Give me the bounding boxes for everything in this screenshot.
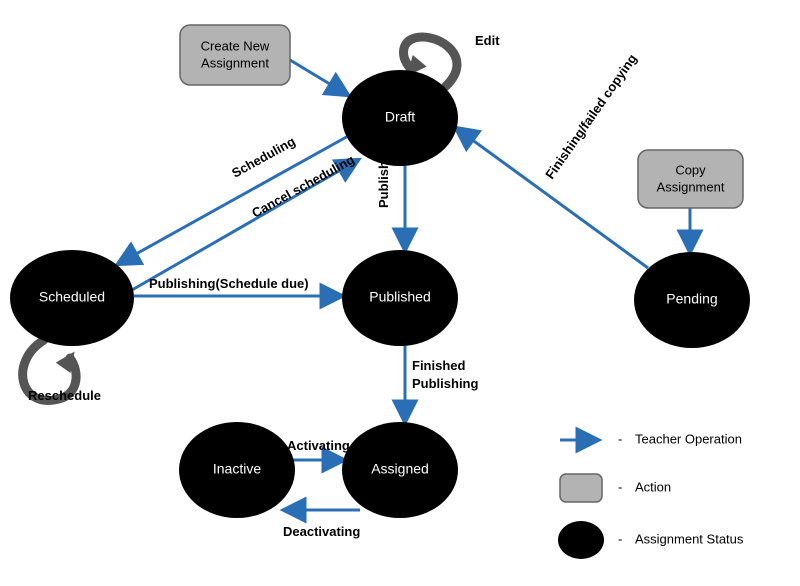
legend-action-icon	[560, 474, 602, 502]
legend-dash-0: -	[618, 431, 622, 446]
state-inactive: Inactive	[179, 422, 295, 518]
state-label-pending: Pending	[666, 291, 717, 307]
edge-create-to-draft	[290, 60, 348, 95]
edge-label-inactive-to-assigned: Activating	[287, 438, 350, 453]
action-label1-copy: Copy	[675, 162, 706, 177]
state-label-scheduled: Scheduled	[39, 289, 105, 305]
action-create: Create New Assignment	[180, 25, 290, 85]
legend-dash-1: -	[618, 479, 622, 494]
action-label2-create: Assignment	[201, 55, 269, 70]
edge-label2-published-to-assigned: Publishing	[412, 376, 479, 391]
state-pending: Pending	[634, 252, 750, 348]
action-copy: Copy Assignment	[638, 150, 743, 208]
state-published: Published	[342, 250, 458, 346]
legend-dash-2: -	[618, 531, 622, 546]
edge-inactive-to-assigned: Activating	[287, 438, 350, 460]
state-label-assigned: Assigned	[371, 461, 429, 477]
edge-scheduled-to-published: Publishing(Schedule due)	[134, 276, 342, 296]
self-loop-reschedule-loop: Reschedule	[23, 340, 101, 403]
edge-label-assigned-to-inactive: Deactivating	[283, 524, 360, 539]
edge-assigned-to-inactive: Deactivating	[283, 510, 360, 539]
action-label2-copy: Assignment	[657, 179, 725, 194]
edge-published-to-assigned: Finished Publishing	[405, 346, 479, 422]
state-label-published: Published	[369, 289, 431, 305]
legend-node-icon	[558, 521, 604, 559]
edge-pending-to-draft: Finishing/failed copying	[456, 51, 648, 268]
legend-label-0: Teacher Operation	[635, 431, 742, 446]
state-diagram: SchedulingCancel schedulingPublishingPub…	[0, 0, 800, 586]
state-label-inactive: Inactive	[213, 461, 261, 477]
state-assigned: Assigned	[342, 422, 458, 518]
action-label1-create: Create New	[201, 38, 270, 53]
edge-label-pending-to-draft: Finishing/failed copying	[542, 51, 640, 182]
edge-label-scheduled-to-published: Publishing(Schedule due)	[149, 276, 309, 291]
state-label-draft: Draft	[385, 109, 415, 125]
self-loop-label-edit-loop: Edit	[475, 33, 500, 48]
edge-label-draft-to-scheduled: Scheduling	[229, 134, 298, 181]
state-scheduled: Scheduled	[10, 250, 134, 346]
legend-label-2: Assignment Status	[635, 531, 744, 546]
legend-label-1: Action	[635, 479, 671, 494]
edge-label-published-to-assigned: Finished	[412, 358, 466, 373]
edge-draft-to-scheduled: Scheduling	[118, 134, 350, 264]
legend: -Teacher Operation-Action-Assignment Sta…	[558, 431, 744, 559]
self-loop-label-reschedule-loop: Reschedule	[28, 388, 101, 403]
state-draft: Draft	[342, 70, 458, 166]
